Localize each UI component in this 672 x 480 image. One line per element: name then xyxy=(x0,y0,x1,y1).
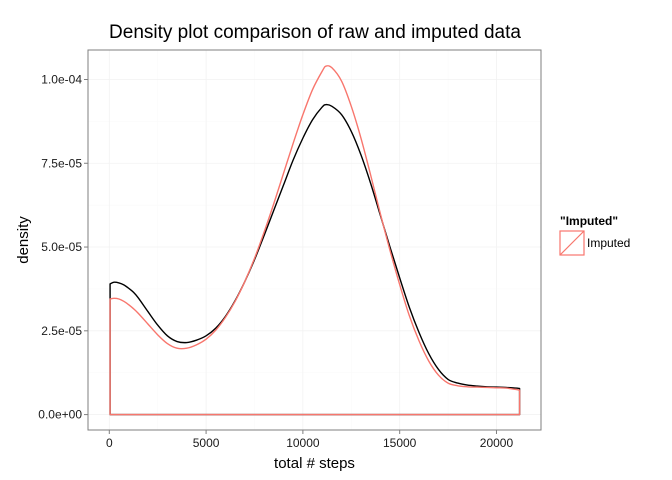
legend-key xyxy=(559,230,585,256)
legend-label-imputed: Imputed xyxy=(587,236,630,250)
y-tick-label: 0.0e+00 xyxy=(38,408,82,422)
x-tick-label: 5000 xyxy=(193,436,220,450)
y-tick-label: 2.5e-05 xyxy=(41,324,82,338)
plot-panel xyxy=(88,50,541,430)
y-tick-label: 1.0e-04 xyxy=(41,72,82,86)
y-axis-title: density xyxy=(15,216,32,264)
chart-title: Density plot comparison of raw and imput… xyxy=(109,22,521,43)
x-tick-label: 10000 xyxy=(286,436,320,450)
density-series-1 xyxy=(109,103,521,416)
x-axis-title: total # steps xyxy=(274,455,355,472)
x-axis: 0 5000 10000 15000 20000 xyxy=(106,430,514,450)
x-tick-label: 20000 xyxy=(480,436,514,450)
legend: "Imputed" Imputed xyxy=(559,214,630,256)
y-tick-label: 5.0e-05 xyxy=(41,240,82,254)
legend-key-line xyxy=(559,230,585,256)
y-axis: 0.0e+00 2.5e-05 5.0e-05 7.5e-05 1.0e-04 xyxy=(38,72,88,422)
plot-border xyxy=(87,49,542,431)
legend-title: "Imputed" xyxy=(560,214,618,228)
x-tick-label: 15000 xyxy=(383,436,417,450)
density-series-2 xyxy=(109,65,521,416)
y-tick-label: 7.5e-05 xyxy=(41,156,82,170)
x-tick-label: 0 xyxy=(106,436,113,450)
series-layer xyxy=(109,65,521,416)
